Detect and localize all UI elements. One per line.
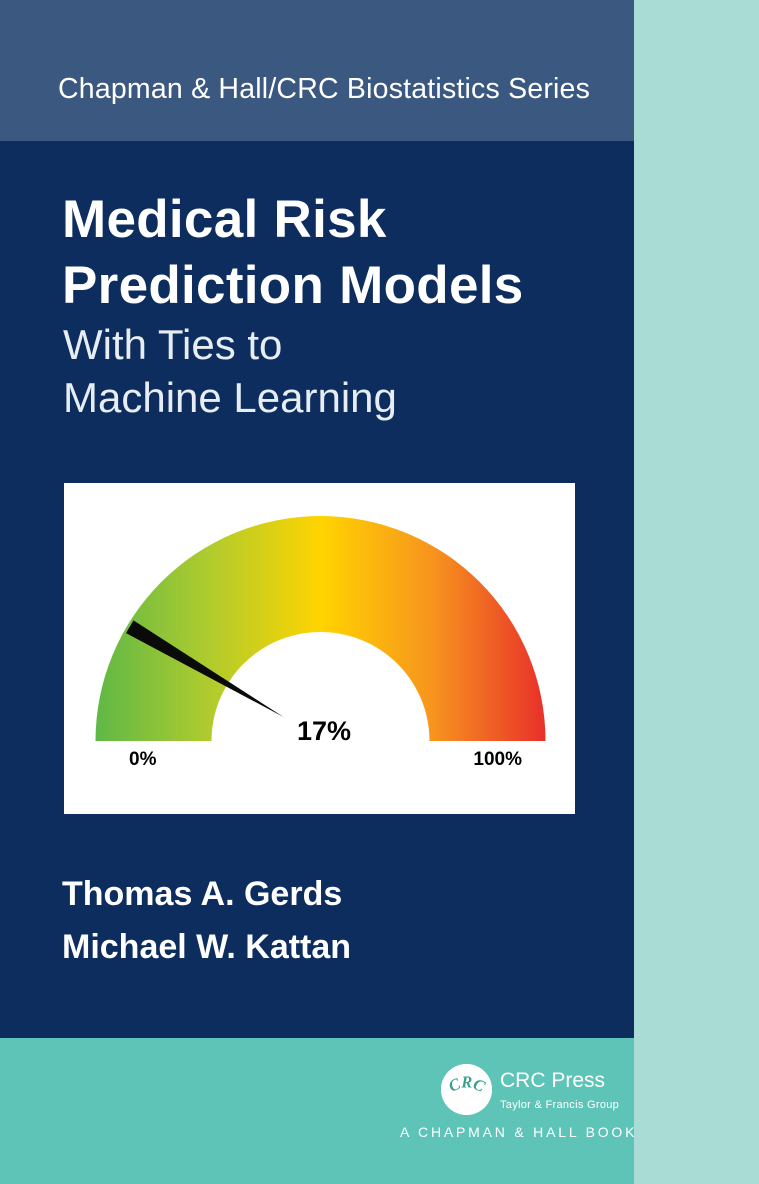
svg-text:17%: 17% [297, 716, 351, 746]
svg-text:100%: 100% [473, 749, 522, 770]
svg-text:0%: 0% [129, 749, 157, 770]
